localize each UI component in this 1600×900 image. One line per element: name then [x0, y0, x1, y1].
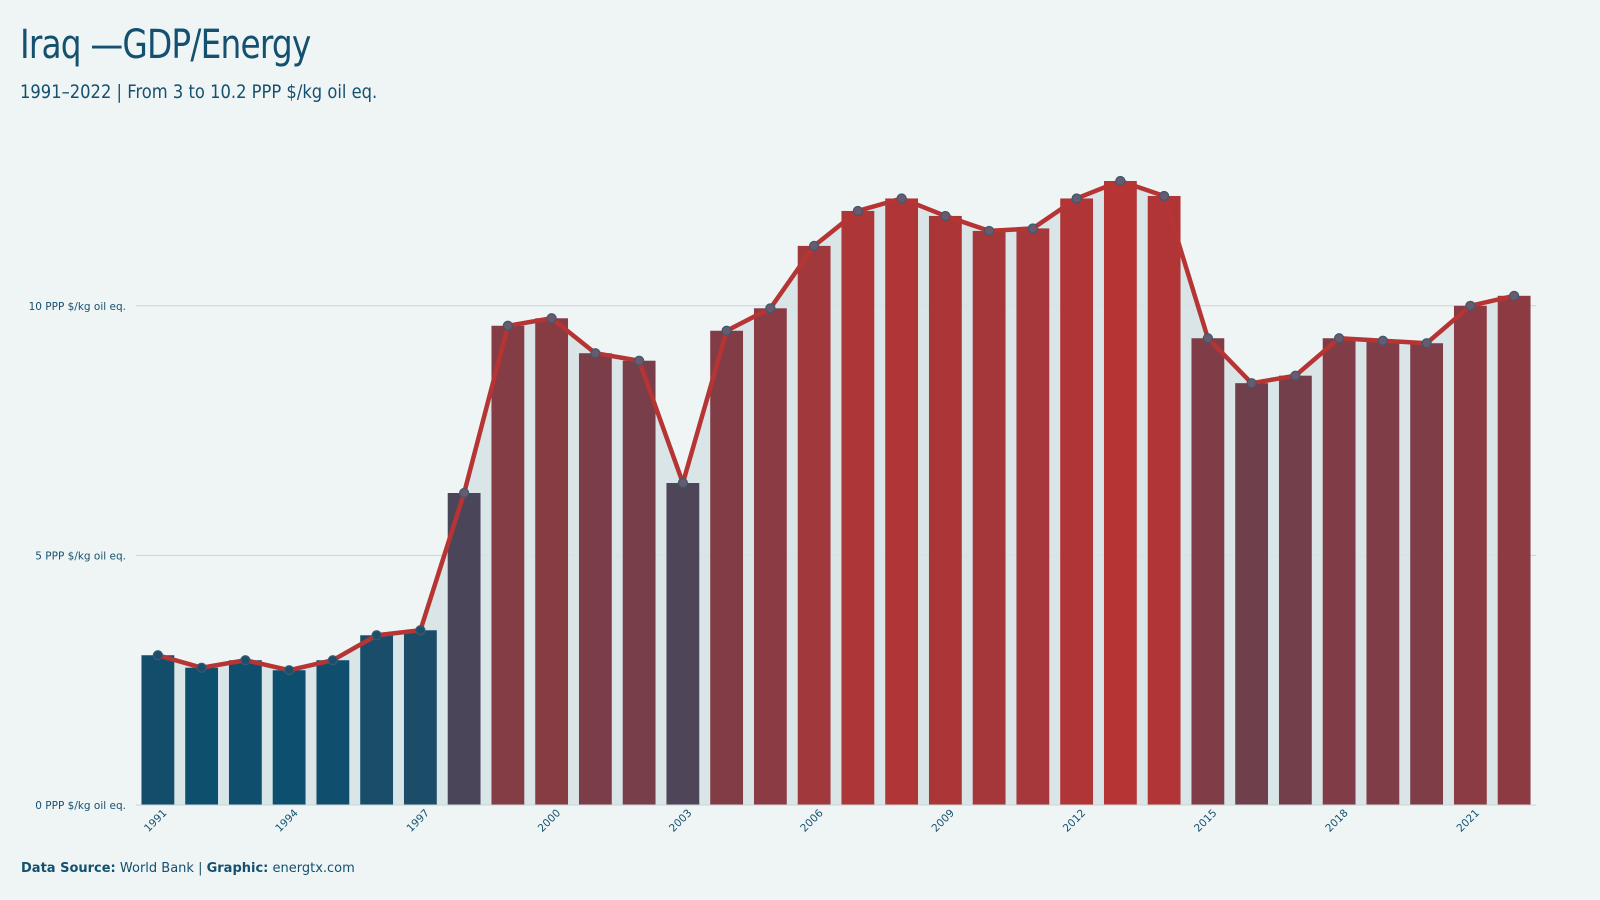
- data-point: [765, 303, 776, 314]
- bar: [1191, 338, 1225, 805]
- data-point: [1202, 333, 1213, 344]
- bar: [1147, 195, 1181, 805]
- data-point: [1421, 338, 1432, 349]
- bar: [1103, 180, 1137, 805]
- data-point: [590, 348, 601, 359]
- bar: [185, 667, 219, 805]
- data-point: [721, 325, 732, 336]
- bar: [1410, 343, 1444, 805]
- x-tick-label: 2009: [930, 807, 957, 834]
- bar: [1016, 228, 1050, 805]
- data-point: [284, 665, 295, 676]
- footer: Data Source: World Bank | Graphic: energ…: [21, 861, 355, 876]
- bar: [1322, 338, 1356, 805]
- bar: [1366, 340, 1400, 805]
- x-tick-label: 2003: [667, 807, 694, 834]
- bar: [447, 492, 481, 805]
- x-tick-label: 2018: [1323, 807, 1350, 834]
- bar: [316, 660, 350, 805]
- bar: [1453, 305, 1487, 805]
- x-tick-label: 2000: [536, 807, 563, 834]
- bar: [753, 308, 787, 805]
- bar: [403, 630, 437, 805]
- data-point: [1377, 335, 1388, 346]
- chart-title: Iraq —GDP/Energy: [20, 22, 311, 68]
- data-point: [1290, 370, 1301, 381]
- bar: [841, 210, 875, 805]
- data-point: [546, 313, 557, 324]
- graphic-label: Graphic:: [206, 861, 269, 876]
- source-value: World Bank |: [115, 861, 207, 876]
- data-point: [1159, 190, 1170, 202]
- x-tick-label: 2012: [1061, 807, 1088, 834]
- data-point: [1071, 193, 1082, 204]
- data-point: [809, 240, 820, 251]
- data-point: [152, 650, 163, 661]
- data-point: [196, 662, 207, 673]
- data-point: [1509, 290, 1520, 301]
- bar: [797, 245, 831, 805]
- bar: [578, 353, 612, 805]
- x-tick-label: 1994: [273, 807, 301, 835]
- bar: [272, 670, 306, 805]
- bar: [928, 215, 962, 805]
- data-point: [1027, 223, 1038, 234]
- y-tick-label: 0 PPP $/kg oil eq.: [35, 800, 126, 812]
- y-tick-label: 5 PPP $/kg oil eq.: [35, 550, 126, 562]
- data-point: [240, 655, 251, 666]
- data-point: [415, 625, 426, 636]
- data-point: [852, 205, 863, 217]
- bar: [1278, 375, 1312, 805]
- bar: [885, 198, 919, 805]
- bar: [360, 635, 394, 805]
- line-series: [155, 178, 1517, 673]
- x-tick-label: 2006: [798, 807, 826, 835]
- bar: [491, 325, 525, 805]
- bar: [972, 230, 1006, 805]
- data-point: [371, 630, 382, 641]
- bar: [141, 655, 175, 805]
- bar: [1235, 383, 1269, 805]
- data-point: [896, 193, 907, 204]
- data-point: [1115, 175, 1126, 187]
- bar: [1060, 198, 1094, 805]
- x-tick-label: 2021: [1455, 807, 1482, 834]
- bar: [710, 330, 744, 805]
- data-point: [459, 487, 470, 499]
- x-tick-label: 1991: [142, 807, 169, 834]
- data-point: [1334, 333, 1345, 344]
- data-point: [1246, 378, 1257, 389]
- data-point: [1465, 300, 1476, 311]
- bar: [1497, 295, 1531, 805]
- graphic-value: energtx.com: [268, 861, 355, 876]
- bar: [622, 360, 656, 805]
- x-tick-label: 1997: [405, 807, 432, 834]
- data-point: [502, 320, 513, 331]
- data-point: [677, 477, 688, 489]
- y-tick-label: 10 PPP $/kg oil eq.: [29, 301, 126, 313]
- source-label: Data Source:: [21, 861, 116, 876]
- data-point: [634, 355, 645, 366]
- bar: [666, 483, 700, 805]
- data-point: [327, 655, 338, 666]
- x-tick-label: 2015: [1192, 807, 1219, 834]
- bar: [228, 660, 262, 805]
- data-point: [984, 225, 995, 237]
- chart-subtitle: 1991–2022 | From 3 to 10.2 PPP $/kg oil …: [20, 81, 378, 103]
- data-point: [940, 210, 951, 222]
- bar: [535, 318, 569, 805]
